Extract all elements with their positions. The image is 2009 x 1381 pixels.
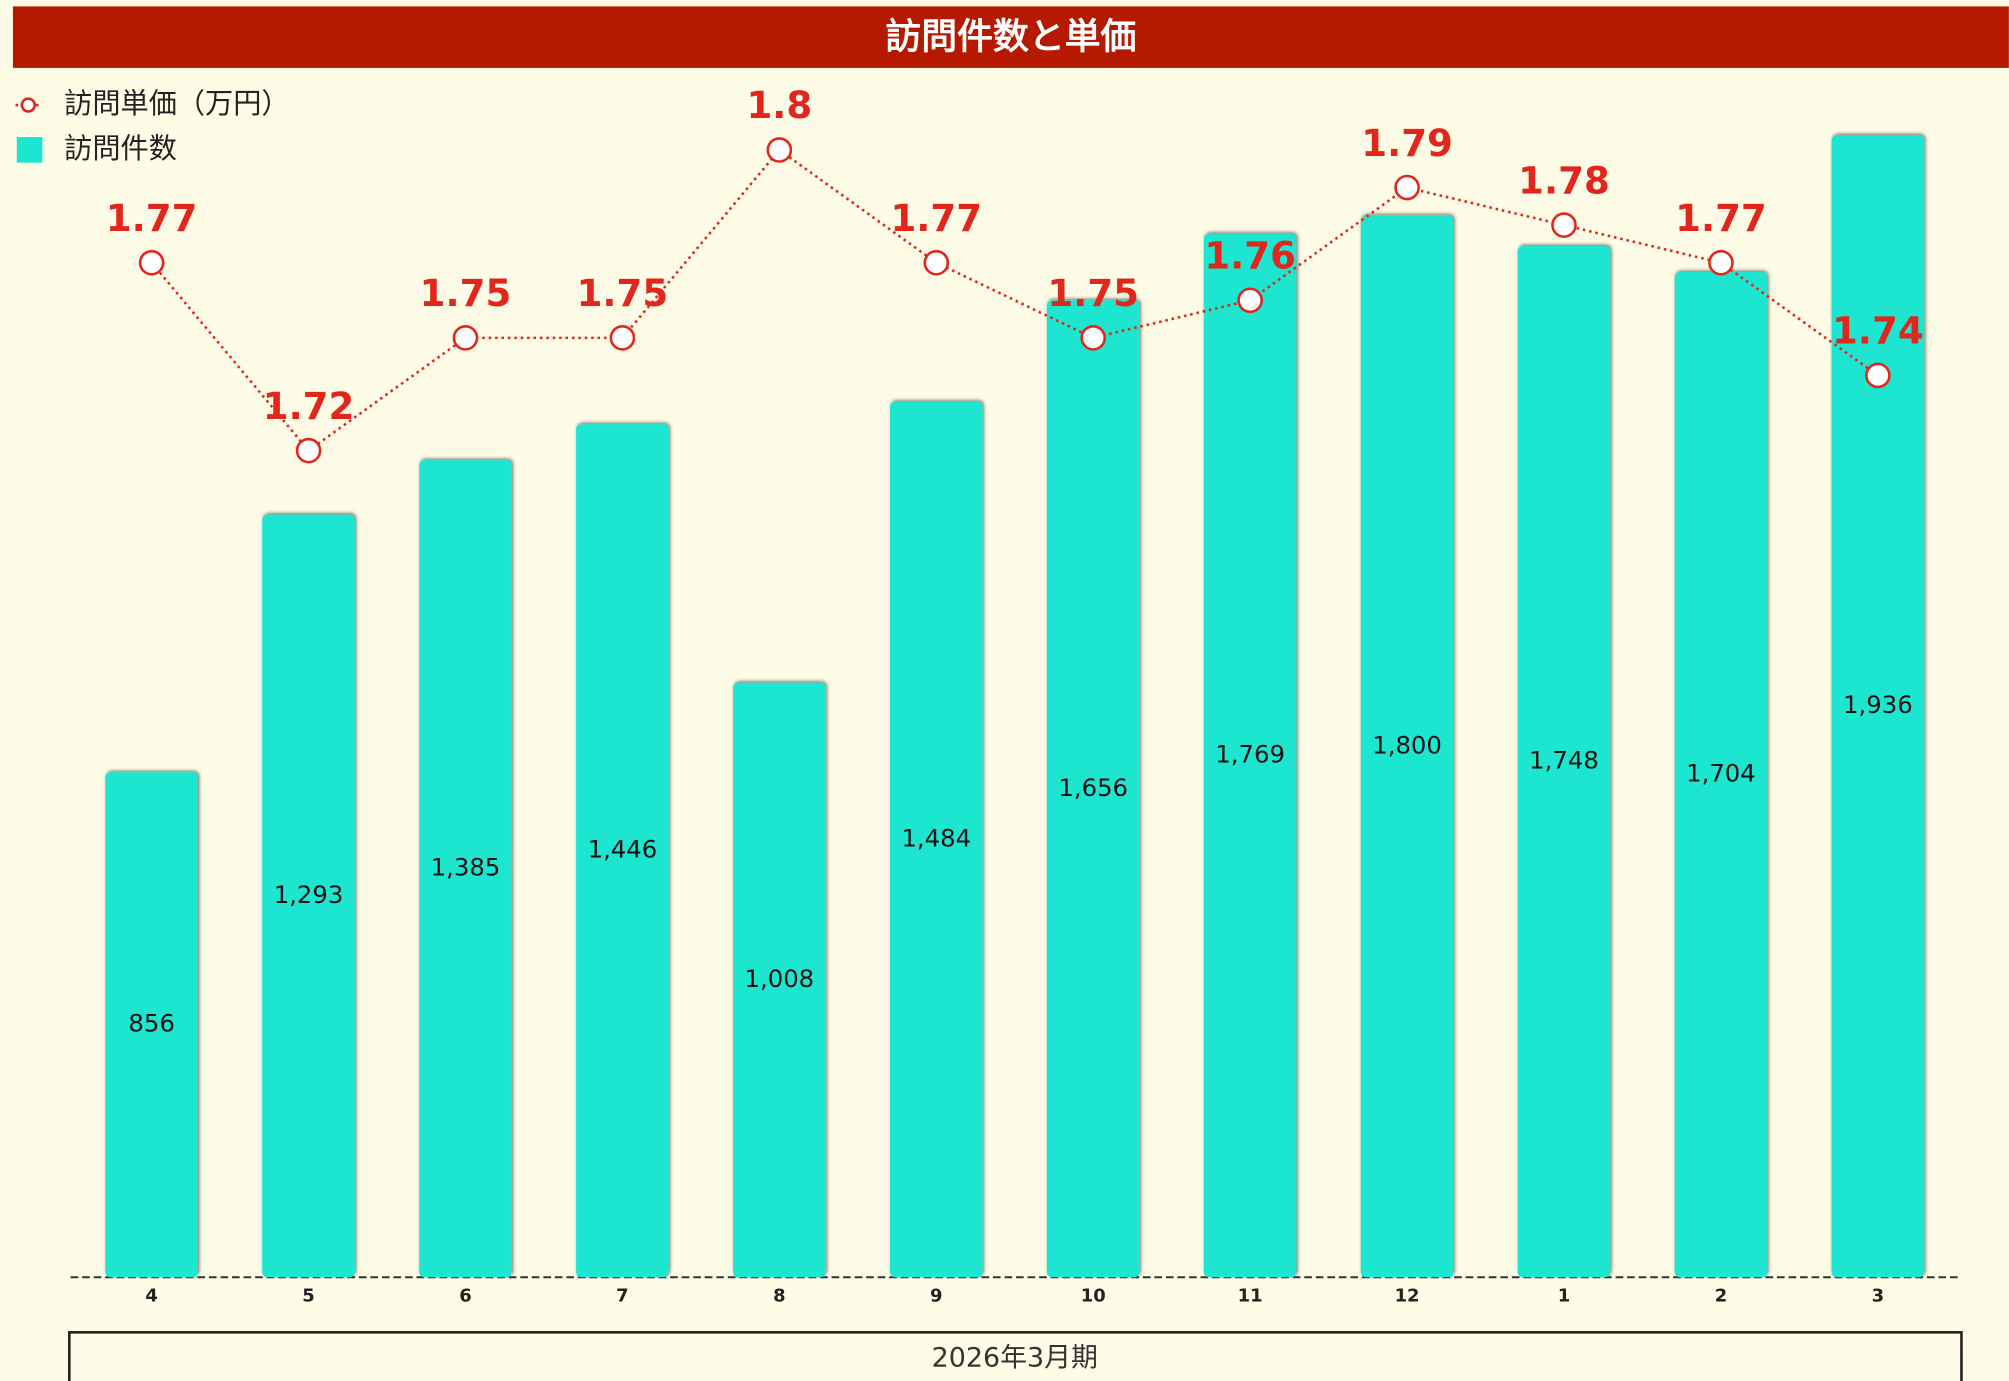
line-value-label: 1.77 bbox=[890, 197, 982, 240]
x-tick-label: 12 bbox=[1395, 1285, 1420, 1306]
bar-value-label: 1,936 bbox=[1843, 690, 1913, 719]
bar bbox=[1517, 246, 1611, 1278]
bar-value-label: 1,748 bbox=[1529, 746, 1599, 775]
line-point bbox=[1394, 174, 1420, 201]
line-point bbox=[609, 325, 636, 351]
x-tick-label: 9 bbox=[930, 1285, 942, 1306]
line-point bbox=[766, 137, 793, 163]
legend-marker bbox=[16, 137, 43, 163]
bar-value-label: 1,656 bbox=[1058, 773, 1128, 802]
bar bbox=[733, 682, 826, 1278]
legend-marker bbox=[20, 97, 37, 113]
line-point bbox=[1080, 325, 1107, 351]
bar bbox=[105, 772, 198, 1278]
line-point bbox=[452, 325, 479, 351]
bar-value-label: 1,446 bbox=[588, 835, 658, 864]
bar-value-label: 1,769 bbox=[1215, 739, 1285, 768]
line-point bbox=[295, 437, 322, 464]
line-value-label: 1.75 bbox=[1047, 272, 1139, 315]
bar bbox=[1360, 215, 1454, 1278]
bar-value-label: 1,704 bbox=[1686, 759, 1756, 788]
plot: 4 5 6 7 8 9 10 11 12 1 2 38561,2931,3851,4461,0081,… bbox=[15, 84, 1925, 1306]
x-label-box bbox=[68, 1331, 1963, 1381]
x-tick-label: 10 bbox=[1081, 1285, 1106, 1306]
line-point bbox=[1237, 287, 1263, 314]
line-point bbox=[138, 249, 165, 276]
line-value-label: 1.75 bbox=[577, 272, 669, 315]
bar bbox=[1046, 300, 1140, 1278]
x-axis-label: 2026年3月期 bbox=[932, 1343, 1098, 1374]
line-point bbox=[923, 249, 950, 276]
x-tick-label: 7 bbox=[616, 1285, 628, 1306]
legend-label: 訪問件数 bbox=[64, 132, 177, 165]
legend-label: 訪問単価（万円） bbox=[64, 87, 289, 120]
bar-value-label: 1,008 bbox=[745, 964, 815, 993]
line-point bbox=[1551, 212, 1577, 238]
bar bbox=[889, 401, 983, 1278]
x-tick-label: 2 bbox=[1715, 1285, 1727, 1306]
chart-title: 訪問件数と単価 bbox=[885, 16, 1136, 57]
bar bbox=[1203, 233, 1297, 1278]
line-value-label: 1.75 bbox=[420, 272, 512, 315]
bar-value-label: 1,800 bbox=[1372, 730, 1442, 759]
line-value-label: 1.78 bbox=[1518, 159, 1610, 202]
title-bar bbox=[12, 6, 2009, 68]
line-value-label: 1.77 bbox=[106, 197, 198, 240]
bar-value-label: 1,293 bbox=[274, 880, 344, 909]
bar bbox=[419, 460, 512, 1278]
x-tick-label: 3 bbox=[1872, 1285, 1884, 1306]
bar-value-label: 856 bbox=[128, 1009, 174, 1038]
line-value-label: 1.72 bbox=[263, 385, 355, 428]
bar bbox=[576, 424, 669, 1278]
x-tick-label: 11 bbox=[1238, 1285, 1263, 1306]
x-tick-label: 8 bbox=[773, 1285, 785, 1306]
line bbox=[150, 148, 1879, 453]
bar bbox=[1674, 271, 1768, 1278]
line-point bbox=[1865, 362, 1891, 389]
x-tick-label: 6 bbox=[459, 1285, 471, 1306]
bar bbox=[262, 514, 355, 1278]
x-tick-label: 4 bbox=[145, 1285, 157, 1306]
line-value-label: 1.79 bbox=[1361, 122, 1453, 165]
bar-value-label: 1,484 bbox=[901, 824, 971, 853]
line-value-label: 1.77 bbox=[1675, 197, 1767, 240]
x-tick-label: 1 bbox=[1558, 1285, 1570, 1306]
line-value-label: 1.8 bbox=[746, 84, 812, 127]
bar-value-label: 1,385 bbox=[431, 853, 501, 882]
line-value-label: 1.74 bbox=[1832, 310, 1924, 353]
bar bbox=[1831, 135, 1925, 1278]
x-tick-label: 5 bbox=[302, 1285, 314, 1306]
line-point bbox=[1708, 249, 1734, 276]
line-value-label: 1.76 bbox=[1204, 234, 1296, 277]
